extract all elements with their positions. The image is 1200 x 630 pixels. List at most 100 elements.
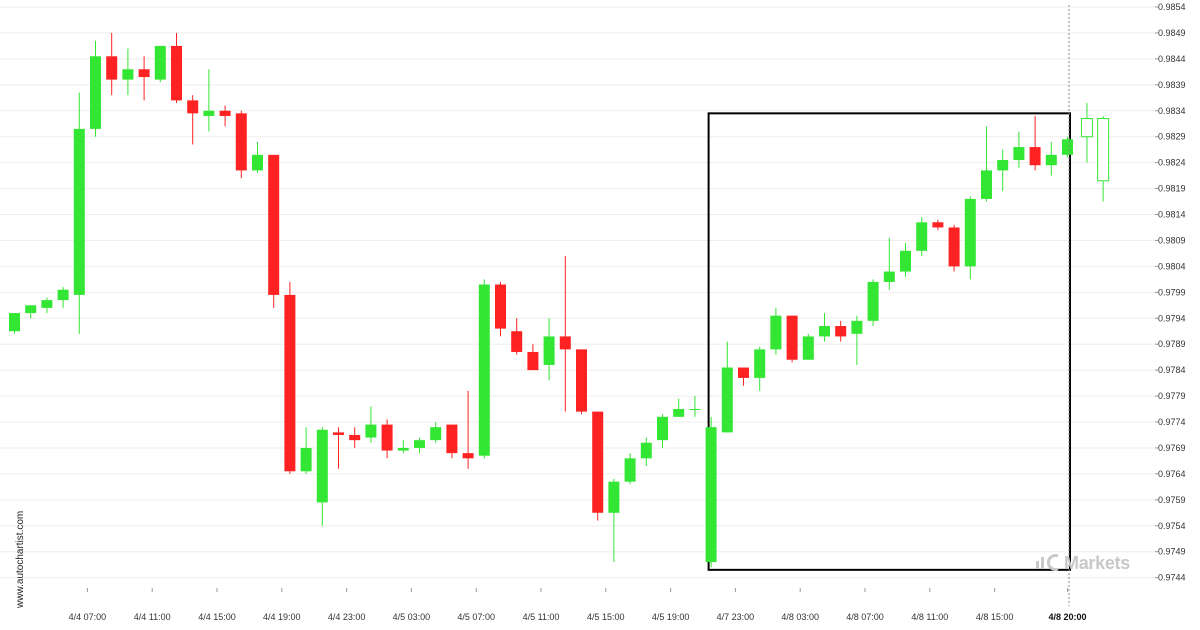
candle-bearish xyxy=(738,367,749,378)
candle-bullish xyxy=(365,424,377,438)
candle-bullish xyxy=(900,250,911,272)
candle-bullish xyxy=(414,440,425,448)
candle-bullish xyxy=(997,160,1009,171)
x-tick-label: 4/5 11:00 xyxy=(523,612,560,622)
candle-bullish xyxy=(770,315,782,350)
y-tick-label: 0.9769 xyxy=(1158,443,1186,453)
candle-bearish xyxy=(187,100,199,114)
candle-bearish xyxy=(527,351,539,371)
candle-bullish xyxy=(543,336,555,365)
candle-bullish xyxy=(802,336,814,360)
candle-bullish xyxy=(316,429,328,503)
candle-bearish xyxy=(495,284,506,329)
candle-bullish xyxy=(252,154,263,171)
candle-bullish xyxy=(964,198,976,267)
candle-bullish xyxy=(608,481,620,513)
candle-bullish xyxy=(916,222,928,251)
y-tick-label: 0.9839 xyxy=(1158,80,1186,90)
candle-bullish xyxy=(1013,147,1025,161)
candle-bearish xyxy=(786,315,798,360)
candle-bullish xyxy=(705,427,717,563)
candle-bullish xyxy=(397,447,409,451)
candle-bearish xyxy=(835,326,847,337)
brand-text: Markets xyxy=(1064,553,1130,573)
candle-bullish xyxy=(819,326,830,337)
candle-bearish xyxy=(333,432,344,435)
x-tick-label: 4/7 23:00 xyxy=(717,612,755,622)
y-tick-label: 0.9774 xyxy=(1158,417,1186,427)
candle-bullish xyxy=(1062,139,1073,155)
x-tick-label: 4/8 20:00 xyxy=(1048,612,1086,622)
candle-bullish xyxy=(640,442,652,459)
candle-bullish xyxy=(41,300,53,308)
x-tick-label: 4/5 15:00 xyxy=(587,612,625,622)
candle-bearish xyxy=(576,349,587,412)
candle-bullish xyxy=(57,289,69,301)
candle-bullish xyxy=(867,281,879,321)
y-tick-label: 0.9834 xyxy=(1158,106,1186,116)
x-tick-label: 4/4 19:00 xyxy=(263,612,301,622)
candle-bearish xyxy=(592,411,604,513)
candle-bullish xyxy=(851,320,863,334)
candle-bullish xyxy=(9,313,20,332)
candle-bearish xyxy=(349,434,361,441)
x-tick-label: 4/5 03:00 xyxy=(393,612,431,622)
candle-bullish xyxy=(430,427,442,441)
candle-bullish xyxy=(25,305,37,314)
watermark-text: www.autochartist.com xyxy=(15,511,26,609)
candle-bearish xyxy=(284,294,296,472)
candle-bearish xyxy=(138,69,150,78)
brand-logo: Markets xyxy=(1036,553,1131,573)
pattern-box xyxy=(707,112,1071,571)
candle-bearish xyxy=(268,154,280,295)
candle-bullish xyxy=(90,56,101,129)
y-tick-label: 0.9759 xyxy=(1158,495,1186,505)
candle-bullish xyxy=(1045,154,1057,166)
y-tick-label: 0.9829 xyxy=(1158,132,1186,142)
candle-bullish xyxy=(203,110,215,116)
y-tick-label: 0.9804 xyxy=(1158,261,1186,271)
candle-bearish xyxy=(446,424,458,454)
x-tick-label: 4/4 15:00 xyxy=(198,612,236,622)
pattern-box-layer xyxy=(707,112,1071,571)
candle-bearish xyxy=(219,110,231,116)
y-tick-label: 0.9814 xyxy=(1158,210,1186,220)
candles-layer xyxy=(9,32,1073,568)
y-axis: 0.9854 0.9849 0.9844 0.9839 0.9834 0.9829 0.98… xyxy=(1155,2,1186,583)
x-tick-label: 4/4 07:00 xyxy=(69,612,107,622)
candle-bullish xyxy=(122,69,134,80)
candle-bullish xyxy=(754,349,766,378)
y-tick-label: 0.9819 xyxy=(1158,184,1186,194)
candle-bullish xyxy=(300,447,312,472)
candle-bearish xyxy=(932,222,944,228)
candle-bullish xyxy=(154,45,166,80)
brand-logo-c-mark xyxy=(1046,554,1059,571)
y-tick-label: 0.9799 xyxy=(1158,287,1186,297)
candle-bearish xyxy=(106,56,118,80)
x-tick-label: 4/5 07:00 xyxy=(457,612,495,622)
candle-bearish xyxy=(559,336,571,350)
projection-candle xyxy=(1097,118,1110,182)
candle-bullish xyxy=(478,284,490,456)
candle-bullish xyxy=(883,271,895,282)
y-tick-label: 0.9754 xyxy=(1158,521,1186,531)
candle-bullish xyxy=(721,367,733,433)
candle-bearish xyxy=(171,45,182,101)
candle-bullish xyxy=(981,170,992,199)
y-tick-label: 0.9854 xyxy=(1158,2,1186,12)
y-tick-label: 0.9794 xyxy=(1158,313,1186,323)
y-tick-label: 0.9789 xyxy=(1158,339,1186,349)
brand-logo-bar xyxy=(1041,557,1044,569)
candle-bullish xyxy=(673,409,685,417)
x-tick-label: 4/5 19:00 xyxy=(652,612,690,622)
x-axis: 4/4 07:00 4/4 11:00 4/4 15:00 4/4 19:00 4/4 … xyxy=(69,5,1087,622)
y-tick-label: 0.9844 xyxy=(1158,54,1186,64)
candle-bearish xyxy=(511,331,523,352)
brand-logo-bar xyxy=(1036,561,1039,569)
x-tick-label: 4/8 11:00 xyxy=(911,612,948,622)
candle-bullish xyxy=(624,458,636,482)
x-tick-label: 4/8 15:00 xyxy=(976,612,1014,622)
x-tick-label: 4/4 11:00 xyxy=(134,612,171,622)
